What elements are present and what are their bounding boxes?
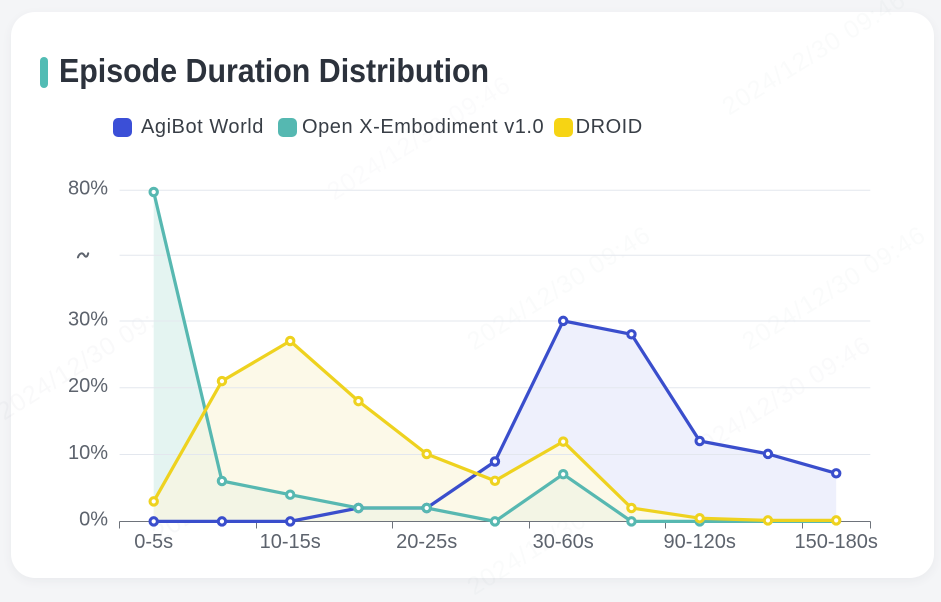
svg-text:0%: 0% [79, 509, 108, 531]
svg-text:90-120s: 90-120s [664, 531, 736, 553]
svg-text:20%: 20% [68, 375, 108, 397]
svg-text:30-60s: 30-60s [533, 531, 594, 553]
svg-text:20-25s: 20-25s [396, 531, 457, 553]
svg-text:10%: 10% [68, 442, 108, 464]
svg-text:0-5s: 0-5s [134, 531, 173, 553]
svg-text:80%: 80% [68, 178, 108, 200]
svg-text:10-15s: 10-15s [260, 531, 321, 553]
svg-text:30%: 30% [68, 308, 108, 330]
svg-text:150-180s: 150-180s [794, 531, 877, 553]
